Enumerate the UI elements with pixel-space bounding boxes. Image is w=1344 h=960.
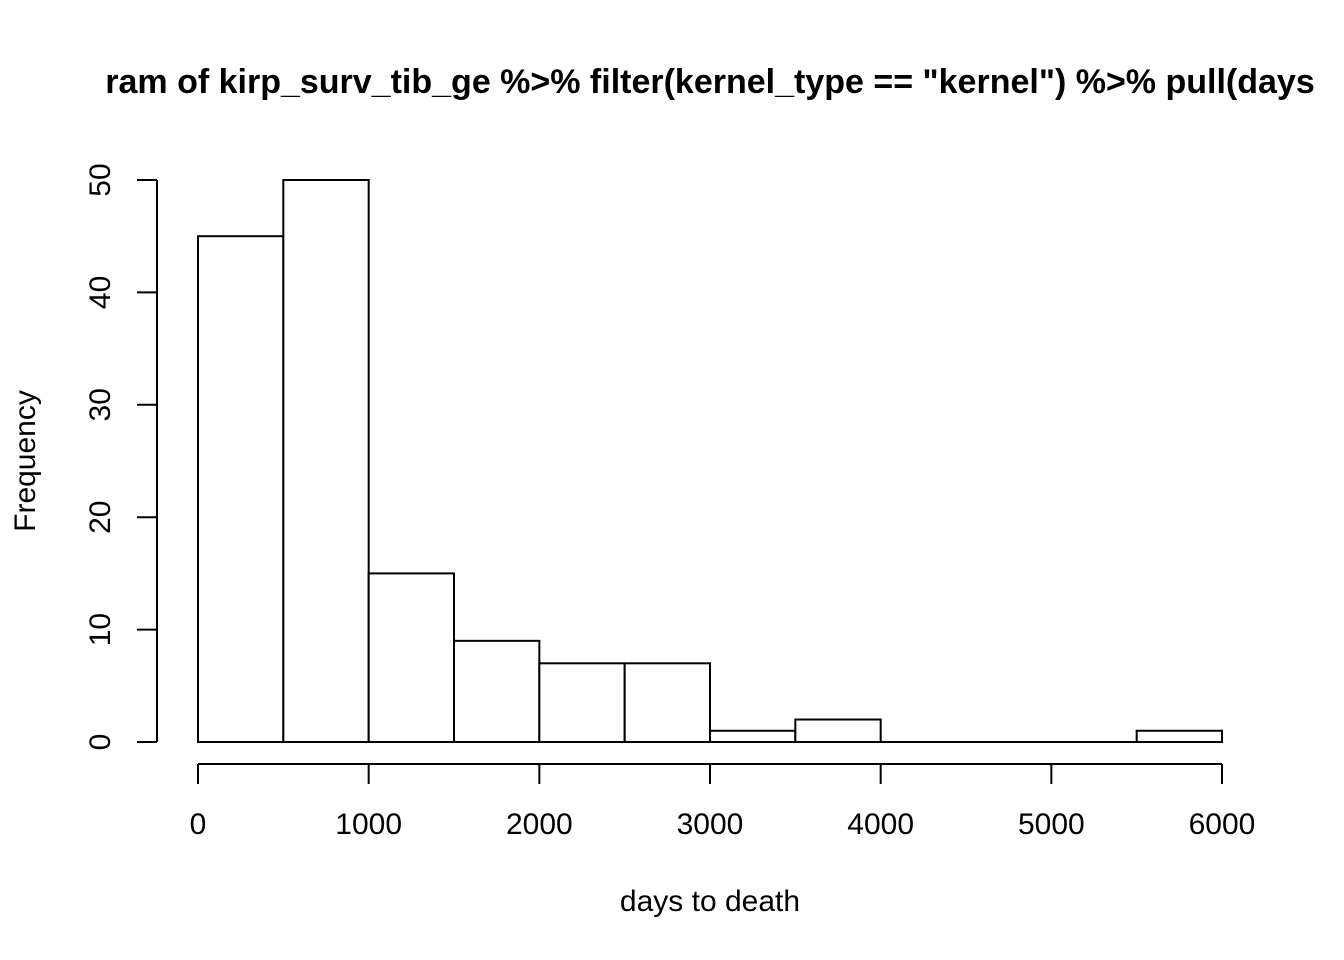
histogram-bar [709, 729, 797, 744]
x-tick-label: 5000 [1018, 808, 1085, 841]
histogram-bar [623, 662, 712, 744]
histogram-bar [538, 662, 626, 744]
histogram-bar [794, 718, 882, 744]
histogram-bar [282, 179, 370, 743]
y-tick-label: 50 [84, 163, 117, 196]
x-tick-label: 1000 [335, 808, 402, 841]
histogram-bar [367, 572, 455, 744]
histogram-bars [197, 179, 1223, 744]
x-axis: 0 1000 2000 3000 4000 5000 6000 [190, 763, 1256, 841]
histogram-bar [453, 639, 541, 744]
x-tick-label: 0 [190, 808, 207, 841]
x-tick-label: 4000 [847, 808, 914, 841]
x-tick-label: 2000 [506, 808, 573, 841]
y-tick-label: 20 [84, 501, 117, 534]
x-tick-label: 3000 [677, 808, 744, 841]
x-tick-label: 6000 [1189, 808, 1256, 841]
x-axis-label: days to death [620, 885, 800, 918]
chart-title: ram of kirp_surv_tib_ge %>% filter(kerne… [105, 63, 1314, 101]
y-tick-label: 0 [84, 734, 117, 751]
y-axis: 0 10 20 30 40 50 [84, 163, 158, 751]
y-tick-label: 10 [84, 613, 117, 646]
y-tick-label: 30 [84, 388, 117, 421]
histogram-bar [197, 235, 285, 743]
y-axis-label: Frequency [9, 390, 42, 532]
histogram-bar [1135, 729, 1223, 744]
y-tick-label: 40 [84, 276, 117, 309]
